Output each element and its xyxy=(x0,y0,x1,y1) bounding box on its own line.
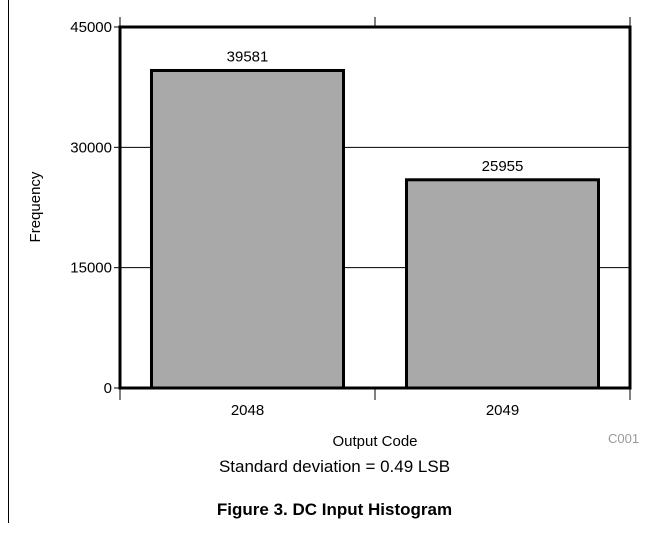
figure-code: C001 xyxy=(608,431,640,446)
y-tick-label: 0 xyxy=(104,380,112,397)
labels: 0 15000 30000 45000 39581 2048 25955 2049 xyxy=(70,19,523,419)
std-deviation-note: Standard deviation = 0.49 LSB xyxy=(218,457,451,476)
y-tick-label: 45000 xyxy=(70,19,112,36)
bar-2048 xyxy=(149,68,346,390)
data-label: 39581 xyxy=(227,48,269,65)
histogram-chart: 0 15000 30000 45000 39581 2048 25955 2049 Frequ… xyxy=(27,17,632,450)
x-tick-label: 2048 xyxy=(231,402,264,419)
bar-2049 xyxy=(404,178,601,390)
bars xyxy=(149,68,601,390)
data-label: 25955 xyxy=(482,158,524,175)
figure-frame-left xyxy=(8,0,9,523)
figure-title: Figure 3. DC Input Histogram xyxy=(216,500,453,519)
y-tick-label: 15000 xyxy=(70,260,112,277)
y-axis-label: Frequency xyxy=(27,171,44,242)
y-tick-label: 30000 xyxy=(70,139,112,156)
ticks xyxy=(114,17,631,400)
x-tick-label: 2049 xyxy=(486,402,519,419)
x-axis-label: Output Code xyxy=(332,433,417,450)
